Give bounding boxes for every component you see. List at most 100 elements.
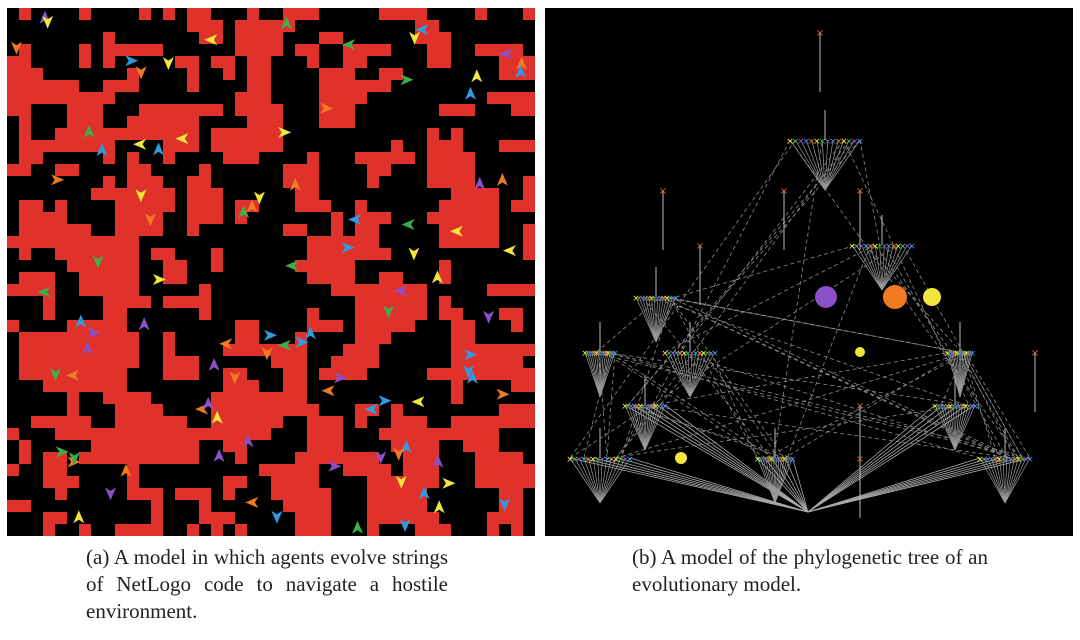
hazard-cell [439, 428, 451, 440]
hazard-cell [19, 368, 31, 380]
cross-link [675, 244, 857, 298]
hazard-cell [283, 356, 295, 368]
hazard-cell [187, 80, 199, 92]
hazard-cell [487, 188, 499, 200]
hazard-cell [91, 236, 103, 248]
hazard-cell [499, 452, 511, 464]
hazard-cell [355, 332, 367, 344]
hazard-cell [475, 200, 487, 212]
hazard-cell [55, 344, 67, 356]
hazard-cell [103, 452, 115, 464]
hazard-cell [367, 80, 379, 92]
hazard-cell [31, 356, 43, 368]
cross-link [596, 296, 661, 353]
hazard-cell [439, 236, 451, 248]
tip-marker: × [595, 349, 603, 359]
hazard-cell [499, 464, 511, 476]
hazard-cell [367, 452, 379, 464]
hazard-cell [79, 272, 91, 284]
hazard-cell [451, 152, 463, 164]
branch [765, 457, 776, 504]
agent [321, 385, 335, 397]
branch [627, 404, 646, 451]
hazard-cell [499, 404, 511, 416]
hazard-cell [211, 188, 223, 200]
hazard-cell [91, 368, 103, 380]
hazard-cell [523, 92, 535, 104]
hazard-cell [55, 356, 67, 368]
tip-marker: × [660, 294, 668, 304]
agent [213, 448, 225, 462]
hazard-cell [283, 464, 295, 476]
tip-marker: × [632, 294, 640, 304]
hazard-cell [235, 212, 247, 224]
tip-marker: × [622, 455, 630, 465]
hazard-cell [127, 344, 139, 356]
hazard-cell [295, 200, 307, 212]
hazard-cell [163, 356, 175, 368]
hazard-cell [163, 296, 175, 308]
hazard-cell [127, 116, 139, 128]
tip-marker: × [700, 349, 708, 359]
hazard-cell [139, 404, 151, 416]
root-branch [792, 457, 809, 513]
hazard-cell [103, 440, 115, 452]
hazard-cell [127, 68, 139, 80]
cross-link [641, 296, 772, 459]
hazard-cell [415, 296, 427, 308]
hazard-cell [355, 80, 367, 92]
hazard-cell [343, 356, 355, 368]
hazard-cell [487, 236, 499, 248]
agent [135, 189, 147, 203]
hazard-cell [295, 164, 307, 176]
hazard-cell [211, 212, 223, 224]
hazard-cell [319, 200, 331, 212]
hazard-cell [511, 320, 523, 332]
hazard-cell [319, 260, 331, 272]
hazard-cell [331, 320, 343, 332]
hazard-cell [307, 248, 319, 260]
hazard-cell [103, 248, 115, 260]
root-branch [785, 457, 809, 513]
hazard-cell [391, 68, 403, 80]
hazard-cell [487, 464, 499, 476]
hazard-cell [223, 488, 235, 500]
hazard-cell [523, 344, 535, 356]
hazard-cell [55, 476, 67, 488]
hazard-cell [367, 44, 379, 56]
hazard-cell [187, 524, 199, 536]
tip-marker: × [696, 241, 704, 252]
cross-link [652, 139, 791, 406]
agent [342, 39, 356, 51]
hazard-cell [271, 356, 283, 368]
hazard-cell [391, 512, 403, 524]
branch [1004, 457, 1031, 504]
hazard-cell [271, 464, 283, 476]
hazard-cell [331, 116, 343, 128]
hazard-cell [499, 488, 511, 500]
hazard-cell [487, 524, 499, 536]
hazard-cell [43, 212, 55, 224]
tip-marker: × [754, 455, 762, 465]
hazard-cell [439, 140, 451, 152]
tip-marker: × [813, 137, 821, 147]
tip-marker: × [885, 242, 893, 252]
tip-marker: × [840, 137, 848, 147]
branch [644, 404, 663, 451]
hazard-cell [367, 320, 379, 332]
hazard-cell [127, 284, 139, 296]
hazard-cell [475, 8, 487, 20]
hazard-cell [127, 440, 139, 452]
hazard-cell [331, 452, 343, 464]
root-branch [807, 457, 1031, 513]
branch [689, 351, 708, 398]
branch [672, 351, 691, 398]
hazard-cell [343, 284, 355, 296]
tip-marker: × [856, 454, 864, 465]
tip-marker: × [764, 455, 772, 465]
hazard-cell [151, 224, 163, 236]
tip-marker: × [959, 349, 967, 359]
branch [881, 244, 904, 291]
grid-cells [7, 8, 535, 536]
agent [375, 451, 387, 465]
